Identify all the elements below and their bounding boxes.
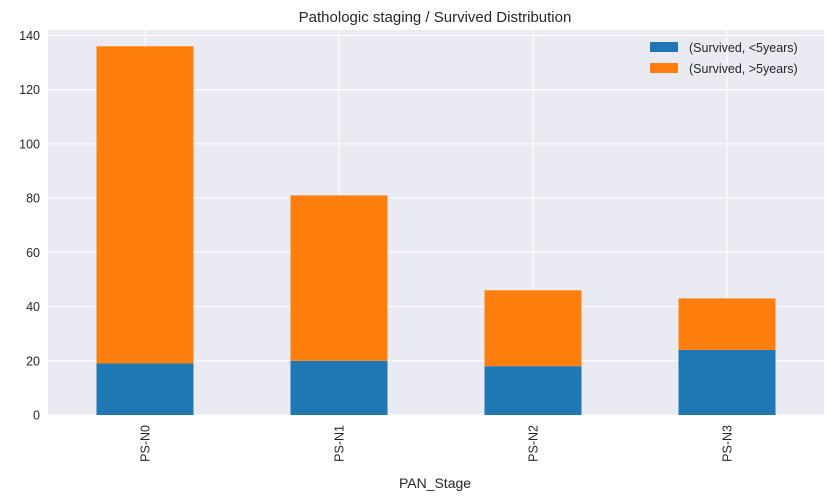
bar-ps-n3-series-1: [678, 298, 776, 350]
bars: [96, 46, 776, 415]
x-axis-label: PAN_Stage: [399, 475, 471, 491]
legend: (Survived, <5years) (Survived, >5years): [650, 41, 798, 76]
y-tick-label-0: 0: [33, 409, 40, 423]
legend-label-1: (Survived, >5years): [689, 62, 798, 76]
bar-ps-n1-series-0: [290, 360, 388, 415]
x-tick-label-ps-n1: PS-N1: [333, 425, 347, 462]
bar-ps-n2-series-0: [484, 366, 582, 415]
bar-ps-n0-series-1: [96, 46, 194, 364]
bar-ps-n0-series-0: [96, 363, 194, 415]
legend-swatch-0: [650, 42, 678, 52]
y-tick-label-2: 40: [26, 300, 40, 314]
chart-title: Pathologic staging / Survived Distributi…: [299, 9, 572, 26]
y-tick-label-1: 20: [26, 354, 40, 368]
x-tick-label-ps-n3: PS-N3: [721, 425, 735, 462]
y-tick-label-7: 140: [19, 29, 40, 43]
y-tick-label-6: 120: [19, 83, 40, 97]
y-tick-label-5: 100: [19, 137, 40, 151]
y-tick-label-4: 80: [26, 192, 40, 206]
x-tick-label-ps-n0: PS-N0: [139, 425, 153, 462]
legend-label-0: (Survived, <5years): [689, 41, 798, 55]
y-axis-ticks: 0 20 40 60 80 100 120 140: [19, 29, 40, 423]
y-tick-label-3: 60: [26, 246, 40, 260]
x-tick-label-ps-n2: PS-N2: [527, 425, 541, 462]
bar-ps-n3-series-0: [678, 349, 776, 415]
x-axis-ticks: PS-N0 PS-N1 PS-N2 PS-N3: [139, 425, 735, 462]
bar-ps-n1-series-1: [290, 195, 388, 361]
legend-swatch-1: [650, 63, 678, 73]
bar-ps-n2-series-1: [484, 290, 582, 367]
